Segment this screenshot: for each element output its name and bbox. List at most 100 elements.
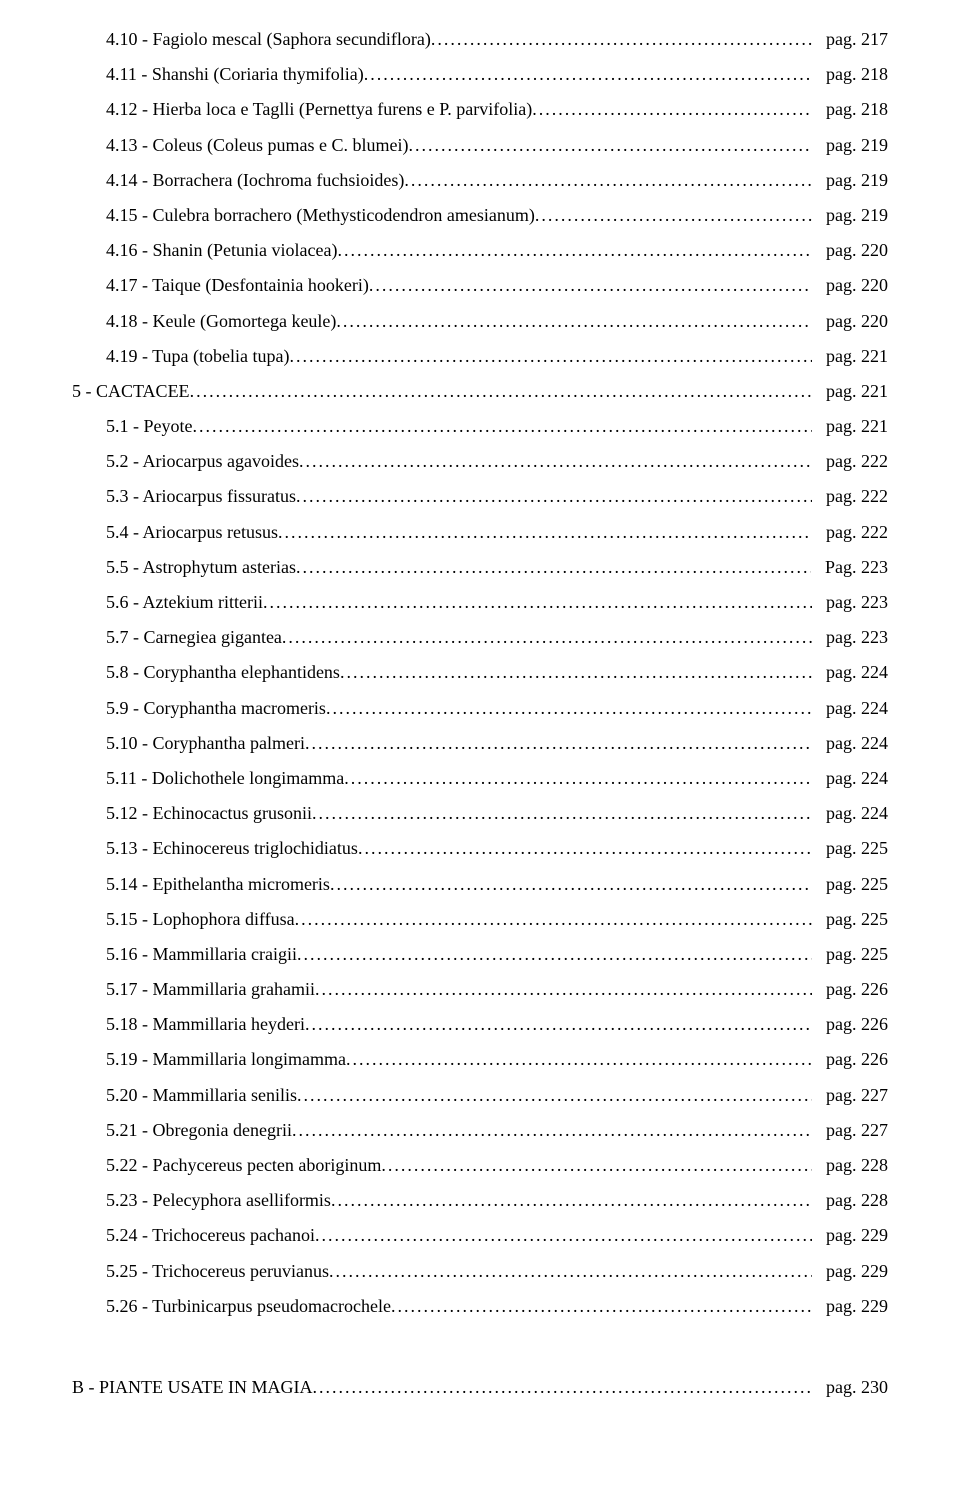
toc-dot-leader <box>295 910 812 928</box>
toc-entry-page: pag. 222 <box>826 523 888 541</box>
toc-entry-title: 4.10 - Fagiolo mescal (Saphora secundifl… <box>106 30 431 48</box>
toc-entry-page: Pag. 223 <box>825 558 888 576</box>
toc-dot-leader <box>297 1086 812 1104</box>
toc-dot-leader <box>315 980 812 998</box>
toc-entry-title: 5.24 - Trichocereus pachanoi <box>106 1226 315 1244</box>
toc-entry: 5.10 - Coryphantha palmeri pag. 224 <box>72 734 888 752</box>
toc-entry-page: pag. 229 <box>826 1262 888 1280</box>
toc-entry-title: 5.14 - Epithelantha micromeris <box>106 875 330 893</box>
toc-entry-title: 5.6 - Aztekium ritterii <box>106 593 263 611</box>
toc-entry: 5.26 - Turbinicarpus pseudomacrochele pag… <box>72 1297 888 1315</box>
toc-entry-title: 5.3 - Ariocarpus fissuratus <box>106 487 296 505</box>
toc-entry-page: pag. 217 <box>826 30 888 48</box>
toc-dot-leader <box>278 523 812 541</box>
toc-dot-leader <box>296 487 812 505</box>
toc-dot-leader <box>340 663 812 681</box>
toc-entry-page: pag. 221 <box>826 382 888 400</box>
toc-entry-page: pag. 228 <box>826 1191 888 1209</box>
toc-entry-page: pag. 223 <box>826 628 888 646</box>
toc-entry-page: pag. 225 <box>826 839 888 857</box>
toc-entry-page: pag. 226 <box>826 1050 888 1068</box>
toc-entry: 5.20 - Mammillaria senilispag. 227 <box>72 1086 888 1104</box>
toc-entry-page: pag. 222 <box>826 487 888 505</box>
toc-entry-page: pag. 229 <box>826 1297 888 1315</box>
toc-entry: 5.25 - Trichocereus peruvianus pag. 229 <box>72 1262 888 1280</box>
toc-entry-title: 5.16 - Mammillaria craigii <box>106 945 297 963</box>
toc-entry: 5.19 - Mammillaria longimamma pag. 226 <box>72 1050 888 1068</box>
toc-entry-title: 4.12 - Hierba loca e Taglli (Pernettya f… <box>106 100 532 118</box>
toc-dot-leader <box>331 1191 812 1209</box>
toc-entry-title: 5.25 - Trichocereus peruvianus <box>106 1262 329 1280</box>
toc-dot-leader <box>313 1378 813 1396</box>
toc-entry: 5.18 - Mammillaria heyderipag. 226 <box>72 1015 888 1033</box>
toc-dot-leader <box>369 276 812 294</box>
toc-entry: 5.4 - Ariocarpus retusus pag. 222 <box>72 523 888 541</box>
toc-dot-leader <box>326 699 812 717</box>
toc-entry-title: 4.17 - Taique (Desfontainia hookeri) <box>106 276 369 294</box>
toc-entry-title: 4.14 - Borrachera (Iochroma fuchsioides) <box>106 171 404 189</box>
toc-entry-page: pag. 230 <box>826 1378 888 1396</box>
toc-entry: 4.10 - Fagiolo mescal (Saphora secundifl… <box>72 30 888 48</box>
toc-entry-page: pag. 219 <box>826 136 888 154</box>
toc-entry: 5.2 - Ariocarpus agavoides pag. 222 <box>72 452 888 470</box>
toc-entry-title: 5.17 - Mammillaria grahamii <box>106 980 315 998</box>
toc-dot-leader <box>305 734 812 752</box>
toc-dot-leader <box>315 1226 812 1244</box>
toc-entry: 5.11 - Dolichothele longimammapag. 224 <box>72 769 888 787</box>
toc-entry-title: 5.19 - Mammillaria longimamma <box>106 1050 346 1068</box>
toc-entry: 5.17 - Mammillaria grahamii pag. 226 <box>72 980 888 998</box>
toc-dot-leader <box>297 945 812 963</box>
toc-entry: 5.23 - Pelecyphora aselliformis pag. 228 <box>72 1191 888 1209</box>
toc-entry-title: 5.13 - Echinocereus triglochidiatus <box>106 839 358 857</box>
toc-entry-page: pag. 229 <box>826 1226 888 1244</box>
toc-entry: 4.11 - Shanshi (Coriaria thymifolia)pag.… <box>72 65 888 83</box>
toc-entry: 4.16 - Shanin (Petunia violacea)pag. 220 <box>72 241 888 259</box>
toc-entry: 5.22 - Pachycereus pecten aboriginum pag… <box>72 1156 888 1174</box>
toc-entry-page: pag. 226 <box>826 980 888 998</box>
toc-entry-title: 5.26 - Turbinicarpus pseudomacrochele <box>106 1297 391 1315</box>
toc-dot-leader <box>344 769 812 787</box>
toc-entry: 5.7 - Carnegiea giganteapag. 223 <box>72 628 888 646</box>
toc-dot-leader <box>408 136 812 154</box>
toc-dot-leader <box>337 241 812 259</box>
toc-dot-leader <box>305 1015 812 1033</box>
toc-dot-leader <box>381 1156 812 1174</box>
toc-entry-title: 5.4 - Ariocarpus retusus <box>106 523 278 541</box>
toc-dot-leader <box>431 30 812 48</box>
toc-dot-leader <box>364 65 812 83</box>
toc-entry: 4.14 - Borrachera (Iochroma fuchsioides)… <box>72 171 888 189</box>
toc-entry: 5.21 - Obregonia denegriipag. 227 <box>72 1121 888 1139</box>
toc-entry-page: pag. 224 <box>826 734 888 752</box>
toc-dot-leader <box>329 1262 812 1280</box>
toc-entry-title: 5.2 - Ariocarpus agavoides <box>106 452 299 470</box>
toc-entry-page: pag. 225 <box>826 875 888 893</box>
toc-dot-leader <box>192 417 812 435</box>
toc-dot-leader <box>532 100 812 118</box>
toc-entry-title: 5.9 - Coryphantha macromeris <box>106 699 326 717</box>
toc-entry-title: 5.22 - Pachycereus pecten aboriginum <box>106 1156 381 1174</box>
toc-entry: 5.14 - Epithelantha micromeris pag. 225 <box>72 875 888 893</box>
toc-entry: 5.5 - Astrophytum asterias Pag. 223 <box>72 558 888 576</box>
toc-entry: 5.6 - Aztekium ritteriipag. 223 <box>72 593 888 611</box>
toc-entry: 5.16 - Mammillaria craigiipag. 225 <box>72 945 888 963</box>
toc-entry-title: 5.23 - Pelecyphora aselliformis <box>106 1191 331 1209</box>
toc-entry-title: 5.5 - Astrophytum asterias <box>106 558 296 576</box>
toc-entry-page: pag. 218 <box>826 100 888 118</box>
toc-dot-leader <box>391 1297 812 1315</box>
toc-dot-leader <box>358 839 812 857</box>
toc-entry-page: pag. 219 <box>826 171 888 189</box>
toc-dot-leader <box>336 312 812 330</box>
toc-entry-page: pag. 225 <box>826 910 888 928</box>
toc-entry-title: 5.10 - Coryphantha palmeri <box>106 734 305 752</box>
section-gap <box>72 1332 888 1378</box>
toc-dot-leader <box>330 875 812 893</box>
toc-entry-page: pag. 221 <box>826 347 888 365</box>
toc-entry-title: 4.18 - Keule (Gomortega keule) <box>106 312 336 330</box>
toc-entry-title: 5 - CACTACEE <box>72 382 190 400</box>
toc-entry: 4.17 - Taique (Desfontainia hookeri)pag.… <box>72 276 888 294</box>
toc-entry: 4.18 - Keule (Gomortega keule)pag. 220 <box>72 312 888 330</box>
toc-entry: 5.1 - Peyote pag. 221 <box>72 417 888 435</box>
toc-entry-page: pag. 227 <box>826 1121 888 1139</box>
toc-entry-title: 4.15 - Culebra borrachero (Methysticoden… <box>106 206 535 224</box>
toc-entry-title: 5.11 - Dolichothele longimamma <box>106 769 344 787</box>
